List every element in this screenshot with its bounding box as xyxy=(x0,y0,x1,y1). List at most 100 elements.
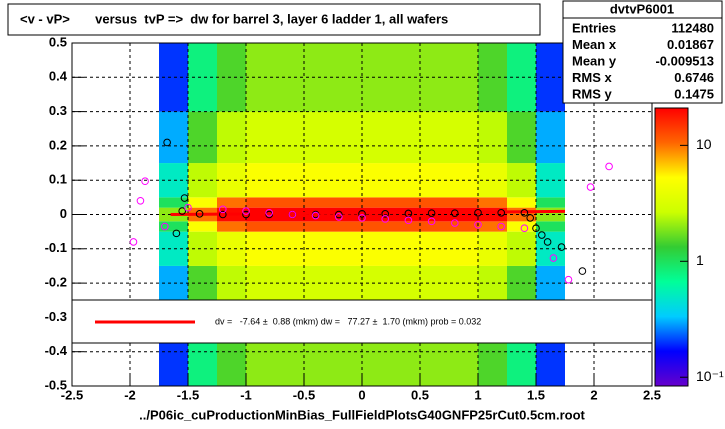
profile-point xyxy=(451,209,459,217)
heatmap-cell xyxy=(420,197,478,208)
stats-label: RMS x xyxy=(572,70,613,85)
heatmap-cell xyxy=(536,221,565,232)
y-tick-label: 0 xyxy=(60,206,67,221)
profile-point xyxy=(564,275,573,284)
profile-point xyxy=(335,213,343,221)
profile-point xyxy=(520,224,529,233)
profile-point xyxy=(538,231,546,239)
heatmap-cell xyxy=(478,111,507,164)
heatmap-cell xyxy=(304,197,362,208)
heatmap-cell xyxy=(217,197,246,208)
profile-point xyxy=(180,194,189,202)
stats-value: 0.6746 xyxy=(674,70,714,85)
profile-point xyxy=(404,216,413,225)
heatmap-cell xyxy=(507,197,536,208)
profile-point xyxy=(129,238,138,246)
heatmap-cell xyxy=(159,221,188,232)
profile-point xyxy=(605,162,613,171)
heatmap-cell xyxy=(217,111,246,164)
z-tick-label: 1 xyxy=(696,252,704,268)
heatmap-cell xyxy=(536,197,565,208)
x-tick-label: -1.5 xyxy=(177,387,199,402)
profile-point xyxy=(586,183,595,191)
profile-point xyxy=(381,215,390,223)
stats-value: 0.1475 xyxy=(674,86,714,101)
stats-label: Mean x xyxy=(572,37,617,52)
y-tick-label: 0.1 xyxy=(49,172,67,187)
heatmap-cell xyxy=(217,221,246,232)
profile-point xyxy=(195,210,204,218)
x-tick-label: 2.5 xyxy=(643,387,661,402)
profile-point xyxy=(427,209,436,217)
profile-point xyxy=(358,210,366,218)
heatmap-cell xyxy=(362,111,420,164)
profile-point xyxy=(497,222,506,231)
stats-label: Mean y xyxy=(572,53,617,68)
profile-point xyxy=(288,210,297,219)
x-tick-label: 0 xyxy=(358,387,365,402)
heatmap-cell xyxy=(304,221,362,232)
heatmap-cell xyxy=(420,111,478,164)
legend-text: dv = -7.64 ± 0.88 (mkm) dw = 77.27 ± 1.7… xyxy=(215,316,481,326)
y-tick-label: -0.2 xyxy=(45,275,67,290)
profile-point xyxy=(358,214,366,222)
heatmap-cell xyxy=(362,197,420,208)
profile-point xyxy=(242,210,250,219)
y-tick-label: -0.3 xyxy=(45,309,67,324)
profile-point xyxy=(381,210,390,218)
profile-point xyxy=(520,208,529,217)
heatmap-cell xyxy=(246,221,304,232)
heatmap-cell xyxy=(188,111,217,164)
profile-point xyxy=(557,243,566,251)
profile-point xyxy=(172,229,181,238)
profile-point xyxy=(219,205,227,214)
heatmap-cell xyxy=(188,197,217,208)
x-tick-label: -1 xyxy=(240,387,252,402)
heatmap-cell xyxy=(246,111,304,164)
heatmap-cell xyxy=(246,197,304,208)
profile-point xyxy=(427,217,436,226)
profile-point xyxy=(141,177,149,186)
profile-point xyxy=(136,196,145,205)
profile-point xyxy=(451,219,459,227)
y-tick-label: 0.4 xyxy=(49,69,68,84)
profile-point xyxy=(532,224,540,233)
profile-point xyxy=(549,254,558,262)
heatmap-cell xyxy=(188,221,217,232)
profile-point xyxy=(474,208,482,217)
profile-point xyxy=(265,208,274,217)
x-tick-label: 2 xyxy=(590,387,597,402)
stats-label: Entries xyxy=(572,20,616,35)
heatmap-cell xyxy=(536,111,565,164)
plot-area: -2.5 -2 -1.5 -1 -0.5 0 0.5 1 1.5 2 2.5 -0.5 -0.4 -0.3… xyxy=(45,34,724,402)
y-tick-label: 0.5 xyxy=(49,34,67,49)
profile-point xyxy=(161,222,169,231)
stats-title: dvtvP6001 xyxy=(610,1,674,16)
x-tick-label: -2.5 xyxy=(61,387,83,402)
heatmap-cell xyxy=(478,221,507,232)
heatmap-cell xyxy=(362,221,420,232)
profile-point xyxy=(178,207,186,215)
x-tick-label: 0.5 xyxy=(411,387,429,402)
profile-point xyxy=(474,220,482,229)
heatmap-cell xyxy=(159,111,188,164)
profile-point xyxy=(335,210,343,219)
heatmap-cell xyxy=(159,197,188,208)
stats-label: RMS y xyxy=(572,86,613,101)
heatmap-cell xyxy=(420,221,478,232)
y-tick-label: -0.5 xyxy=(45,377,67,392)
x-tick-label: 1 xyxy=(474,387,481,402)
y-tick-label: 0.3 xyxy=(49,103,67,118)
profile-point xyxy=(543,238,552,246)
color-bar xyxy=(654,107,689,387)
profile-point xyxy=(311,211,320,220)
y-tick-label: -0.4 xyxy=(45,343,68,358)
profile-point xyxy=(497,208,506,217)
profile-point xyxy=(163,138,171,147)
x-tick-label: 1.5 xyxy=(527,387,545,402)
heatmap-cell xyxy=(304,111,362,164)
y-tick-label: 0.2 xyxy=(49,137,67,152)
heatmap-cell xyxy=(507,111,536,164)
stats-value: -0.009513 xyxy=(655,53,714,68)
